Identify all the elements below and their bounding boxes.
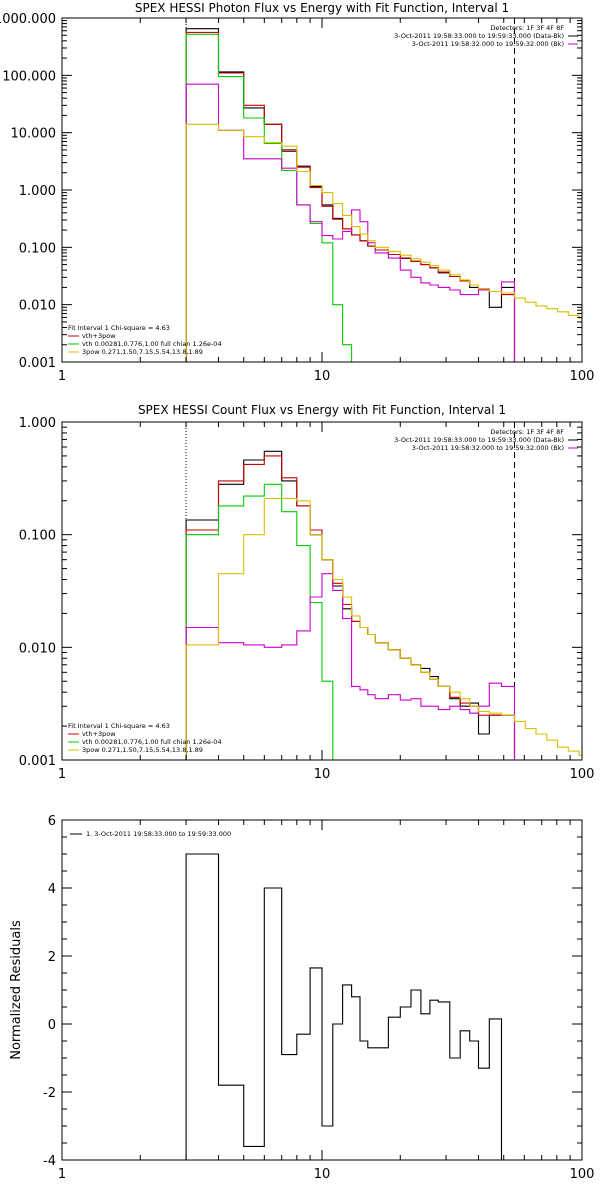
residuals-ytick-label: -4 — [43, 1154, 56, 1169]
count-flux-series-group — [185, 450, 582, 760]
count-flux-series-5 — [185, 497, 582, 760]
photon-flux-panel: SPEX HESSI Photon Flux vs Energy with Fi… — [0, 1, 595, 384]
photon-flux-xtick-label: 10 — [314, 369, 331, 384]
residuals-series-1 — [185, 853, 503, 1160]
count-flux-series-4 — [185, 573, 516, 760]
photon-flux-xtick-label: 1 — [58, 369, 66, 384]
count-flux-xtick-label: 10 — [314, 767, 331, 782]
photon-flux-ytick-label: 10.000 — [11, 127, 57, 142]
count-flux-fit-legend-entry: vth+3pow — [82, 730, 116, 738]
photon-flux-series-4 — [185, 83, 516, 362]
photon-flux-legend-entry: Detectors: 1F 3F 4F 8F — [490, 24, 564, 32]
photon-flux-fit-legend-entry: vth+3pow — [82, 332, 116, 340]
residuals-ylabel: Normalized Residuals — [9, 920, 24, 1060]
count-flux-fit-legend-entry: 3pow 0.271,1.50,7.15,5.54,13.8,1.89 — [82, 746, 203, 754]
count-flux-series-3 — [185, 483, 334, 760]
residuals-xtick-label: 100 — [570, 1167, 595, 1182]
photon-flux-ytick-label: 1.000 — [19, 184, 56, 199]
photon-flux-fit-legend-entry: Fit Interval 1 Chi-square = 4.63 — [68, 324, 170, 332]
count-flux-legend-entry: 3-Oct-2011 19:58:32.000 to 19:59:32.000 … — [412, 444, 564, 452]
residuals-panel: Normalized Residuals 1 10 100 -4 -2 0 2 4 6 1. 3-… — [9, 814, 594, 1182]
photon-flux-ytick-label: 1000.000 — [0, 12, 56, 27]
count-flux-xtick-label: 1 — [58, 767, 66, 782]
residuals-ytick-label: 4 — [48, 882, 56, 897]
residuals-ytick-label: 2 — [48, 950, 56, 965]
residuals-ytick-label: 0 — [48, 1018, 56, 1033]
count-flux-xtick-label: 100 — [570, 767, 595, 782]
photon-flux-legend-entry: 3-Oct-2011 19:58:33.000 to 19:59:33.000 … — [394, 32, 564, 40]
count-flux-title: SPEX HESSI Count Flux vs Energy with Fit… — [138, 403, 506, 417]
photon-flux-ytick-label: 100.000 — [2, 69, 56, 84]
photon-flux-ytick-label: 0.010 — [19, 299, 56, 314]
residuals-ytick-label: 6 — [48, 814, 56, 829]
photon-flux-legend-entry: 3-Oct-2011 19:58:32.000 to 19:59:32.000 … — [412, 40, 564, 48]
count-flux-series-2 — [185, 455, 516, 760]
photon-flux-series-2 — [185, 31, 516, 362]
residuals-ytick-label: -2 — [43, 1086, 56, 1101]
photon-flux-series-5 — [185, 123, 582, 362]
count-flux-legend-entry: Detectors: 1F 3F 4F 8F — [490, 428, 564, 436]
count-flux-fit-legend-entry: Fit Interval 1 Chi-square = 4.63 — [68, 722, 170, 730]
photon-flux-xtick-label: 100 — [570, 369, 595, 384]
residuals-series-group — [185, 853, 503, 1160]
photon-flux-title: SPEX HESSI Photon Flux vs Energy with Fi… — [135, 1, 509, 15]
photon-flux-fit-legend-entry: vth 0.00281,0.776,1.00 full chian 1.26e-… — [82, 340, 222, 348]
count-flux-fit-legend-entry: vth 0.00281,0.776,1.00 full chian 1.26e-… — [82, 738, 222, 746]
photon-flux-ytick-label: 0.001 — [19, 356, 56, 371]
photon-flux-fit-legend-entry: 3pow 0.271,1.50,7.15,5.54,13.8,1.89 — [82, 348, 203, 356]
count-flux-series-1 — [185, 450, 516, 760]
count-flux-ytick-label: 0.010 — [19, 641, 56, 656]
residuals-xtick-label: 1 — [58, 1167, 66, 1182]
count-flux-panel: SPEX HESSI Count Flux vs Energy with Fit… — [19, 403, 595, 782]
photon-flux-series-group — [185, 28, 582, 362]
count-flux-legend-entry: 3-Oct-2011 19:58:33.000 to 19:59:33.000 … — [394, 436, 564, 444]
count-flux-ytick-label: 0.100 — [19, 529, 56, 544]
photon-flux-series-1 — [185, 28, 516, 362]
photon-flux-series-3 — [185, 33, 353, 362]
residuals-legend-entry: 1. 3-Oct-2011 19:58:33.000 to 19:59:33.0… — [86, 830, 231, 838]
photon-flux-ytick-label: 0.100 — [19, 241, 56, 256]
count-flux-ytick-label: 1.000 — [19, 416, 56, 431]
count-flux-ytick-label: 0.001 — [19, 754, 56, 769]
residuals-xtick-label: 10 — [314, 1167, 331, 1182]
